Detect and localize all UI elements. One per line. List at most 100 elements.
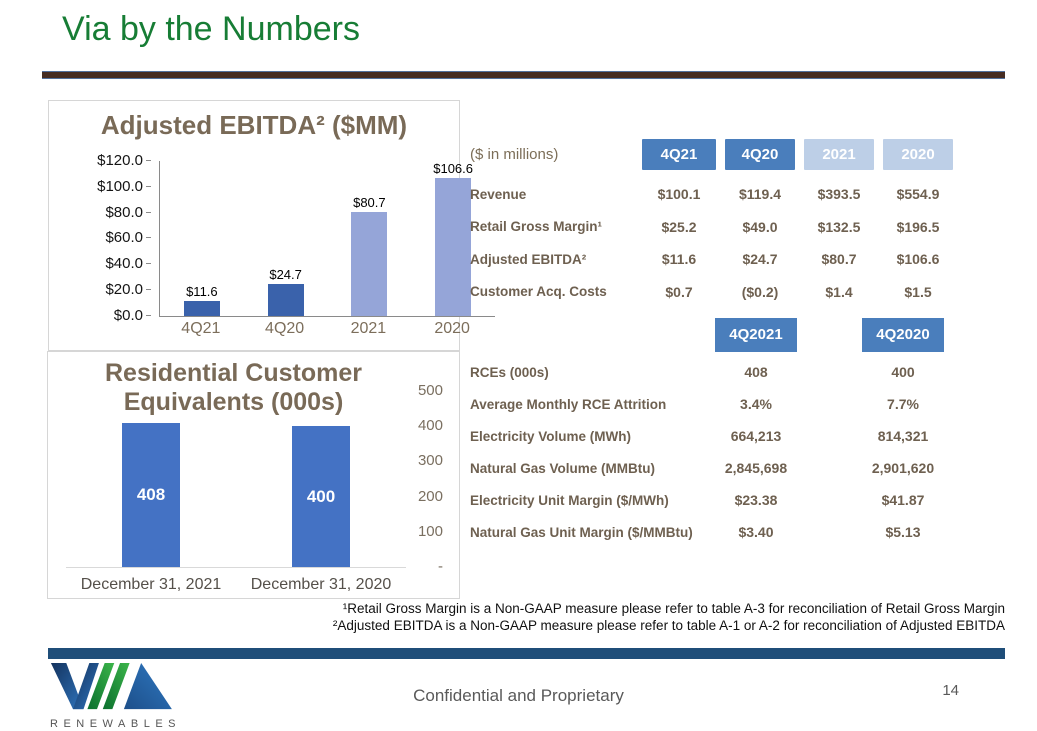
cell: $393.5 xyxy=(817,186,861,203)
row-label-customer-acq-costs: Customer Acq. Costs xyxy=(470,284,607,300)
cell: 664,213 xyxy=(730,428,782,444)
cell: $196.5 xyxy=(896,218,940,235)
y-tick: 200 xyxy=(417,487,443,505)
title-divider xyxy=(42,71,1005,79)
y-tick: 500 xyxy=(417,382,443,399)
bar-slot-2021: $80.7 xyxy=(328,195,412,316)
y-axis: $120.0 $100.0 $80.0 $60.0 $40.0 $20.0 $0… xyxy=(49,153,151,324)
cell: $24.7 xyxy=(742,251,778,268)
cell: $1.4 xyxy=(825,283,853,300)
bar-2020 xyxy=(435,178,472,316)
cell: 2,845,698 xyxy=(724,460,788,476)
footer-divider-bar xyxy=(48,648,1005,659)
x-tick: 4Q20 xyxy=(265,320,305,337)
column-header-2021: 2021 xyxy=(804,139,874,170)
y-tick: $40.0 xyxy=(105,256,151,272)
bar-dec-31-2020: 400 xyxy=(292,426,350,567)
bar-dec-31-2021: 408 xyxy=(122,423,180,567)
bar-slot-2020: $106.6 xyxy=(411,161,495,316)
y-tick: 100 xyxy=(417,522,443,540)
y-tick: $120.0 xyxy=(97,153,151,169)
cell: ($0.2) xyxy=(741,283,779,300)
row-label-rces: RCEs (000s) xyxy=(470,364,549,380)
bar-4q20 xyxy=(267,284,304,316)
cell: $106.6 xyxy=(896,251,940,268)
cell: 7.7% xyxy=(887,396,919,412)
row-label-natural-gas-volume: Natural Gas Volume (MMBtu) xyxy=(470,460,656,476)
bar-value-label: $11.6 xyxy=(186,284,218,299)
row-label-rce-attrition: Average Monthly RCE Attrition xyxy=(470,396,667,412)
via-renewables-logo: RENEWABLES xyxy=(48,663,198,730)
y-tick: 300 xyxy=(417,452,443,470)
metrics-table-body: RCEs (000s) 408 400 Average Monthly RCE … xyxy=(470,356,944,548)
cell: $554.9 xyxy=(896,186,940,203)
page-number: 14 xyxy=(942,682,959,699)
plot-area: 408 400 xyxy=(66,391,406,568)
bar-slot-dec-2020: 400 xyxy=(236,426,406,567)
financials-table-header: ($ in millions) 4Q21 4Q20 2021 2020 xyxy=(470,139,953,170)
bar-value-label: $24.7 xyxy=(269,267,302,282)
bar-2021 xyxy=(351,212,388,316)
row-label-revenue: Revenue xyxy=(470,186,527,202)
chart-title: Adjusted EBITDA² ($MM) xyxy=(100,110,408,140)
cell: $3.40 xyxy=(738,524,774,540)
cell: $5.13 xyxy=(885,524,921,540)
y-tick: $20.0 xyxy=(105,282,151,298)
footnote-1: ¹Retail Gross Margin is a Non-GAAP measu… xyxy=(342,601,1005,616)
x-tick: 2021 xyxy=(350,320,387,337)
y-tick: 400 xyxy=(417,417,443,435)
bar-slot-dec-2021: 408 xyxy=(66,423,236,567)
page-title: Via by the Numbers xyxy=(62,10,360,48)
adjusted-ebitda-chart: Adjusted EBITDA² ($MM) $120.0 $100.0 $80… xyxy=(48,100,495,351)
via-logo-icon xyxy=(50,663,172,710)
bar-4q21 xyxy=(183,301,220,316)
cell: $100.1 xyxy=(657,186,701,203)
chart-title-text: Residential Customer Equivalents (000s) xyxy=(104,359,362,416)
column-header-4q2020: 4Q2020 xyxy=(862,318,944,352)
financials-table-body: Revenue $100.1 $119.4 $393.5 $554.9 Reta… xyxy=(470,178,953,308)
y-tick: $80.0 xyxy=(105,204,151,221)
bar-value-label: $80.7 xyxy=(353,195,386,210)
cell: 2,901,620 xyxy=(871,460,935,476)
table-units-label: ($ in millions) xyxy=(470,146,559,163)
cell: $119.4 xyxy=(738,186,782,203)
cell: 408 xyxy=(744,364,768,380)
y-tick: - xyxy=(438,557,443,575)
cell: 400 xyxy=(891,364,915,380)
chart-title: Residential Customer Equivalents (000s) xyxy=(48,359,419,417)
cell: $41.87 xyxy=(881,492,925,508)
cell: $80.7 xyxy=(821,251,857,268)
bar-slot-4q20: $24.7 xyxy=(244,267,328,316)
bar-slot-4q21: $11.6 xyxy=(160,284,244,316)
y-tick: $0.0 xyxy=(114,307,151,324)
bar-value-label: 400 xyxy=(306,486,336,506)
footnotes: ¹Retail Gross Margin is a Non-GAAP measu… xyxy=(333,601,1005,634)
y-tick: $100.0 xyxy=(97,178,151,195)
cell: 814,321 xyxy=(877,428,929,444)
cell: $0.7 xyxy=(665,283,693,300)
x-axis: December 31, 2021 December 31, 2020 xyxy=(66,576,406,594)
x-tick: 2020 xyxy=(434,320,470,337)
x-tick: December 31, 2021 xyxy=(80,576,222,593)
row-label-natural-gas-unit-margin: Natural Gas Unit Margin ($/MMBtu) xyxy=(470,524,693,540)
x-tick: 4Q21 xyxy=(181,320,221,337)
row-label-electricity-unit-margin: Electricity Unit Margin ($/MWh) xyxy=(470,492,669,508)
logo-subtext: RENEWABLES xyxy=(50,718,182,730)
y-tick: $60.0 xyxy=(105,230,151,246)
column-header-4q21: 4Q21 xyxy=(642,139,716,170)
bar-value-label: $106.6 xyxy=(433,161,473,176)
column-header-4q20: 4Q20 xyxy=(725,139,795,170)
cell: $11.6 xyxy=(661,251,697,268)
confidential-label: Confidential and Proprietary xyxy=(413,686,624,705)
footnote-2: ²Adjusted EBITDA is a Non-GAAP measure p… xyxy=(332,617,1005,633)
metrics-table-header: 4Q2021 4Q2020 xyxy=(470,318,944,352)
row-label-retail-gross-margin: Retail Gross Margin¹ xyxy=(470,219,603,235)
column-header-2020: 2020 xyxy=(883,139,953,170)
cell: 3.4% xyxy=(740,396,772,412)
y-axis-right: 500 400 300 200 100 - xyxy=(418,383,443,575)
column-header-4q2021: 4Q2021 xyxy=(715,318,797,352)
cell: $1.5 xyxy=(904,283,932,300)
plot-area: $11.6 $24.7 $80.7 $106.6 xyxy=(159,161,495,317)
cell: $23.38 xyxy=(734,492,778,508)
